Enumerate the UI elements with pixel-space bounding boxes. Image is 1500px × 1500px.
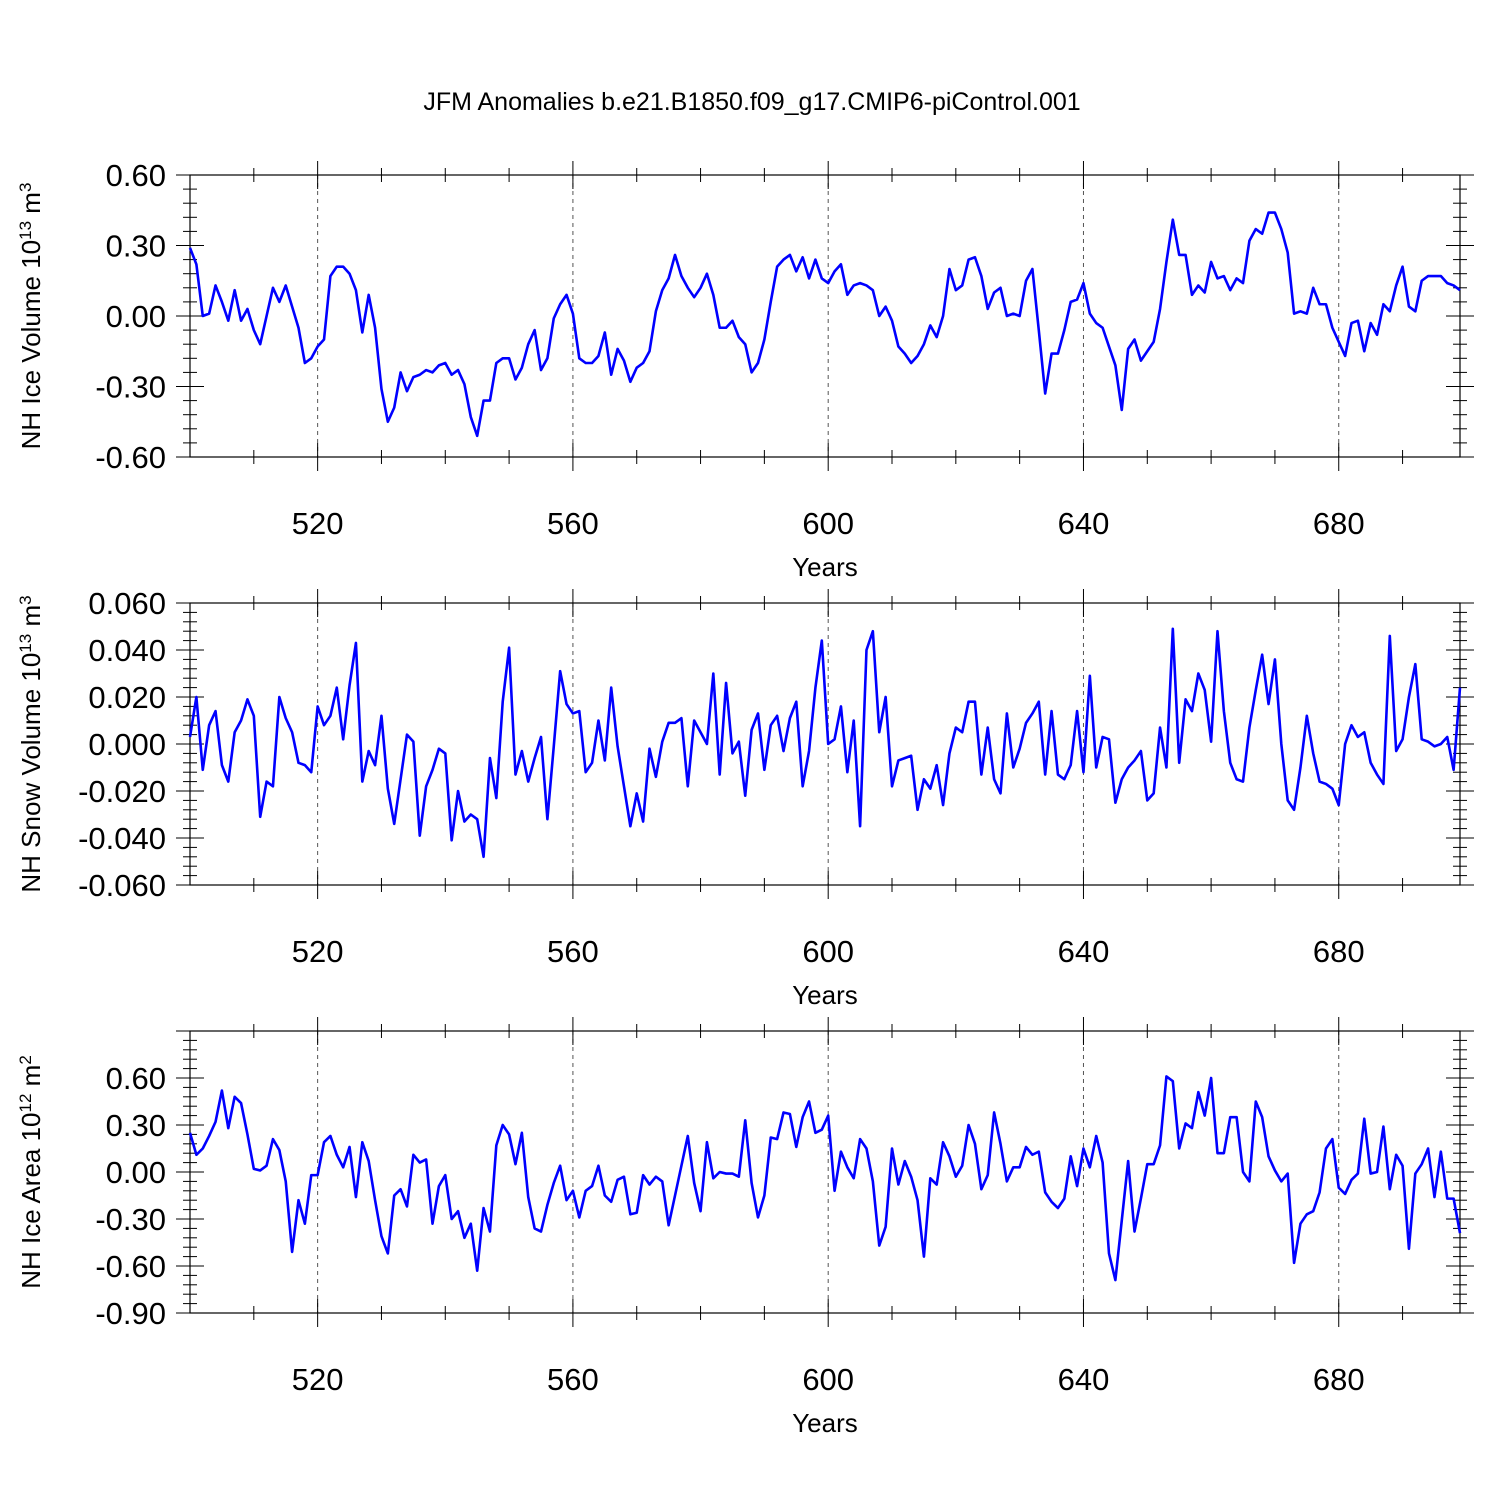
chart-panels: 520 560 600 640 680 Years -0.60 -0.30 0.00 0.30 0.…: [16, 158, 1474, 1438]
x-tick-label: 560: [547, 934, 599, 969]
x-tick-label: 640: [1058, 506, 1110, 541]
y-tick-label: 0.30: [106, 229, 166, 264]
series-line-ice-volume: [188, 211, 1461, 438]
x-tick-label: 520: [292, 1362, 344, 1397]
y-tick-label: 0.30: [106, 1108, 166, 1143]
x-tick-label: 680: [1313, 1362, 1365, 1397]
x-tick-label: 640: [1058, 1362, 1110, 1397]
x-tick-label: 520: [292, 506, 344, 541]
y-axis-label: NH Snow Volume 1013 m3: [16, 595, 47, 892]
y-axis-label-exponent: 3: [16, 183, 35, 192]
y-tick-label: -0.60: [95, 440, 166, 475]
y-axis-label-part: m: [16, 605, 46, 634]
y-axis-label-part: m: [16, 192, 46, 221]
y-axis-label-exponent: 3: [16, 595, 35, 604]
y-tick-label: 0.040: [88, 633, 166, 668]
y-axis-label-part: NH Ice Area 10: [16, 1112, 46, 1288]
x-tick-label: 600: [802, 506, 854, 541]
x-tick-label: 640: [1058, 934, 1110, 969]
y-tick-label: -0.060: [78, 868, 166, 903]
y-tick-label: -0.040: [78, 821, 166, 856]
series-line-snow-volume: [188, 627, 1462, 859]
y-axis-label-part: NH Ice Volume 10: [16, 240, 46, 450]
y-tick-label: -0.30: [95, 370, 166, 405]
y-axis-label-exponent: 13: [16, 221, 35, 240]
y-axis-label-exponent: 12: [16, 1094, 35, 1113]
y-tick-label: 0.060: [88, 586, 166, 621]
y-tick-label: -0.60: [95, 1249, 166, 1284]
y-tick-label: -0.30: [95, 1202, 166, 1237]
x-tick-label: 520: [292, 934, 344, 969]
x-tick-label: 560: [547, 506, 599, 541]
plot-frame: [189, 1030, 1461, 1314]
x-tick-label: 680: [1313, 506, 1365, 541]
y-tick-label: 0.60: [106, 1061, 166, 1096]
y-tick-label: -0.020: [78, 774, 166, 809]
x-axis-label: Years: [792, 552, 858, 582]
x-tick-label: 680: [1313, 934, 1365, 969]
panel-ice-area: 520 560 600 640 680 Years -0.90 -0.60 -0.30 0.00 0…: [16, 1017, 1474, 1438]
x-tick-label: 600: [802, 1362, 854, 1397]
x-tick-label: 560: [547, 1362, 599, 1397]
y-tick-label: 0.00: [106, 1155, 166, 1190]
panel-ice-volume: 520 560 600 640 680 Years -0.60 -0.30 0.00 0.30 0.…: [16, 158, 1474, 582]
y-axis-label: NH Ice Area 1012 m2: [16, 1055, 47, 1289]
x-tick-label: 600: [802, 934, 854, 969]
plot-frame: [189, 602, 1461, 886]
plot-frame: [189, 174, 1461, 458]
panel-snow-volume: 520 560 600 640 680 Years -0.060 -0.040 -0.020 0.…: [16, 586, 1474, 1010]
chart-title: JFM Anomalies b.e21.B1850.f09_g17.CMIP6-…: [423, 88, 1080, 116]
y-tick-label: 0.00: [106, 299, 166, 334]
y-axis-label-part: NH Snow Volume 10: [16, 653, 46, 893]
y-tick-label: -0.90: [95, 1296, 166, 1331]
x-axis-label: Years: [792, 1408, 858, 1438]
y-tick-label: 0.000: [88, 727, 166, 762]
y-axis-label-exponent: 2: [16, 1055, 35, 1064]
y-axis-label-part: m: [16, 1065, 46, 1094]
y-axis-label: NH Ice Volume 1013 m3: [16, 183, 47, 450]
y-tick-label: 0.60: [106, 158, 166, 193]
y-tick-label: 0.020: [88, 680, 166, 715]
series-line-ice-area: [188, 1075, 1462, 1282]
x-axis-label: Years: [792, 980, 858, 1010]
y-axis-label-exponent: 13: [16, 634, 35, 653]
